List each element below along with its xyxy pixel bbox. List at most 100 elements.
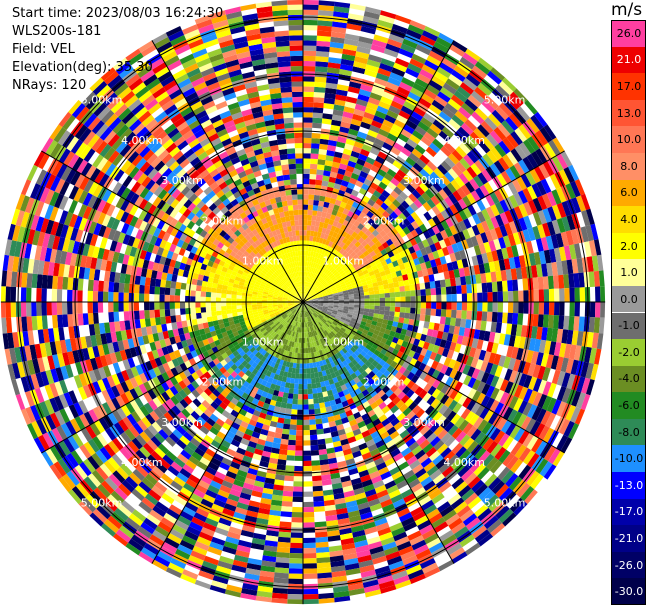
range-gate	[87, 313, 94, 325]
range-gate	[317, 306, 323, 310]
range-gate	[312, 273, 316, 279]
range-gate	[350, 150, 360, 159]
range-gate	[350, 260, 357, 266]
range-gate	[356, 46, 371, 55]
range-gate	[412, 82, 427, 94]
range-gate	[315, 546, 330, 553]
range-gate	[389, 311, 395, 317]
range-gate	[372, 160, 383, 169]
range-gate	[534, 111, 548, 128]
range-gate	[290, 537, 303, 544]
range-gate	[309, 179, 316, 185]
range-gate	[444, 227, 453, 238]
range-gate	[527, 227, 536, 241]
range-gate	[337, 136, 347, 144]
range-gate	[345, 165, 355, 173]
range-gate	[303, 506, 314, 513]
range-gate	[440, 160, 452, 172]
range-gate	[313, 398, 320, 404]
range-gate	[526, 435, 539, 451]
range-gate	[290, 378, 295, 384]
range-gate	[330, 331, 336, 337]
range-gate	[482, 302, 488, 312]
range-gate	[493, 160, 506, 174]
range-gate	[311, 132, 321, 139]
range-gate	[328, 241, 334, 248]
range-gate	[354, 356, 361, 363]
range-gate	[404, 196, 414, 206]
range-gate	[392, 260, 399, 268]
range-gate	[426, 432, 438, 444]
range-gate	[328, 317, 335, 322]
range-gate	[310, 434, 318, 441]
range-gate	[159, 309, 166, 317]
range-gate	[383, 198, 393, 207]
range-gate	[403, 261, 411, 269]
range-gate	[357, 93, 370, 102]
range-gate	[409, 313, 416, 320]
range-gate	[446, 262, 454, 272]
range-gate	[558, 246, 567, 262]
range-gate	[479, 407, 490, 420]
range-gate	[548, 341, 557, 356]
range-gate	[509, 497, 525, 513]
range-gate	[459, 56, 475, 70]
range-gate	[307, 256, 311, 262]
range-gate	[390, 211, 399, 220]
range-gate	[463, 327, 471, 338]
range-gate	[303, 291, 306, 297]
range-gate	[382, 91, 395, 101]
range-gate	[361, 183, 370, 191]
range-gate	[82, 313, 89, 326]
range-gate	[318, 304, 324, 307]
range-gate	[314, 263, 318, 269]
range-gate	[306, 276, 309, 282]
range-gate	[333, 279, 339, 284]
range-gate	[206, 311, 212, 318]
range-gate	[406, 183, 416, 194]
range-gate	[552, 204, 562, 220]
range-gate	[498, 508, 514, 524]
range-gate	[566, 214, 576, 231]
range-gate	[335, 283, 341, 288]
range-gate	[457, 394, 468, 406]
range-gate	[523, 215, 533, 230]
range-gate	[347, 248, 354, 255]
range-gate	[342, 287, 348, 292]
range-gate	[445, 217, 454, 228]
range-gate	[392, 95, 406, 106]
range-gate	[311, 378, 316, 384]
range-gate	[400, 268, 408, 276]
range-gate	[352, 167, 362, 176]
range-gate	[446, 245, 455, 255]
range-gate	[393, 316, 400, 323]
range-gate	[351, 352, 358, 360]
range-gate	[362, 269, 369, 275]
range-gate	[316, 169, 324, 176]
range-gate	[420, 117, 433, 128]
range-gate	[340, 327, 346, 333]
range-gate	[356, 216, 364, 224]
range-gate	[459, 434, 471, 447]
range-gate	[309, 272, 313, 278]
range-gate	[532, 392, 543, 407]
range-gate	[491, 109, 506, 124]
range-gate	[353, 108, 365, 117]
range-gate	[454, 381, 463, 392]
range-gate	[485, 194, 495, 207]
range-gate	[398, 212, 407, 222]
range-gate	[420, 302, 427, 309]
range-gate	[315, 269, 320, 275]
range-gate	[246, 304, 252, 308]
range-gate	[539, 127, 553, 143]
range-gate	[446, 294, 452, 302]
range-gate	[397, 391, 406, 400]
range-gate	[410, 366, 419, 375]
range-gate	[328, 295, 334, 298]
range-gate	[309, 235, 314, 242]
range-gate	[507, 302, 514, 313]
range-gate	[534, 423, 546, 438]
range-gate	[444, 421, 455, 433]
range-gate	[346, 283, 352, 288]
range-gate	[324, 268, 329, 275]
